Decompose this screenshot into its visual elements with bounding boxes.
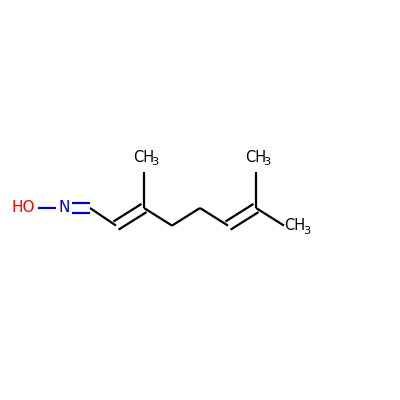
Text: N: N — [58, 200, 70, 216]
Text: CH: CH — [245, 150, 266, 165]
Text: CH: CH — [133, 150, 154, 165]
Text: CH: CH — [284, 218, 305, 234]
Text: HO: HO — [11, 200, 35, 216]
Text: 3: 3 — [264, 157, 271, 167]
Text: 3: 3 — [152, 157, 159, 167]
Text: 3: 3 — [303, 226, 310, 236]
